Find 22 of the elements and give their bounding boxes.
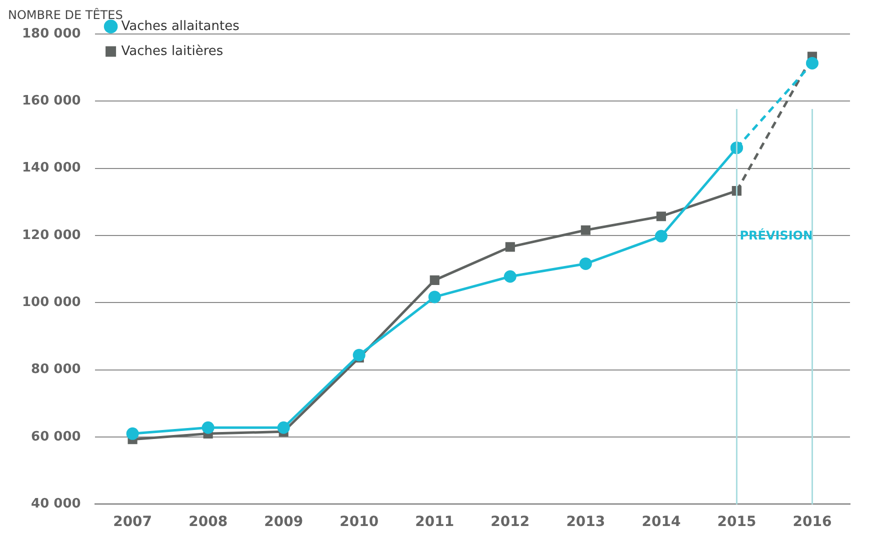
y-tick-label: 40 000 [31, 496, 81, 512]
x-tick-label: 2016 [792, 514, 832, 530]
legend-label: Vaches laitières [121, 44, 224, 59]
y-tick-label: 160 000 [22, 94, 81, 109]
x-tick-label: 2015 [717, 514, 756, 530]
x-tick-label: 2012 [490, 514, 530, 530]
x-tick-label: 2008 [188, 514, 228, 530]
y-tick-label: 180 000 [22, 26, 81, 42]
y-tick-label: 80 000 [31, 362, 81, 378]
x-tick-label: 2007 [113, 514, 152, 530]
x-tick-label: 2009 [264, 514, 304, 530]
legend-label: Vaches allaitantes [121, 18, 240, 34]
x-tick-label: 2011 [415, 514, 454, 530]
y-tick-label: 120 000 [22, 228, 81, 243]
x-tick-label: 2013 [566, 514, 606, 530]
y-axis-title: NOMBRE DE TÊTES [8, 7, 123, 22]
y-tick-label: 140 000 [22, 160, 81, 176]
ref-line-label: PRÉVISION [740, 227, 814, 242]
x-tick-label: 2010 [340, 514, 379, 530]
y-tick-label: 100 000 [22, 295, 81, 310]
y-tick-label: 60 000 [31, 429, 81, 444]
x-tick-label: 2014 [642, 514, 681, 530]
